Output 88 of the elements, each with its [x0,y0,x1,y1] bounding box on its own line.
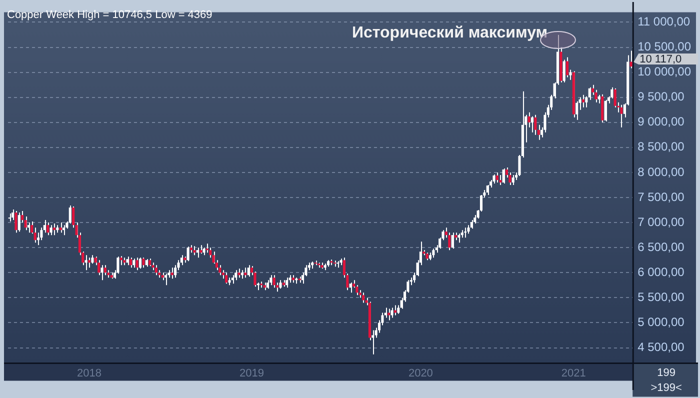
candlestick [372,330,374,355]
candlestick [154,264,158,276]
candlestick [209,247,212,258]
candlestick [464,227,467,238]
candlestick [14,210,18,234]
candlestick [180,254,183,266]
candlestick [458,233,460,244]
y-tick-label: 7 500,00 [638,190,685,204]
candlestick [496,172,498,183]
candlestick [84,254,88,271]
candlestick [238,268,240,278]
candlestick [569,69,572,80]
candlestick [492,174,496,184]
candlestick [512,174,514,186]
candlestick [18,212,20,232]
y-tick-label: 5 000,00 [638,315,685,330]
y-tick-label: 6 000,00 [638,264,685,279]
candlestick [272,274,276,288]
candlestick [244,267,247,278]
x-tick-label: 2019 [240,367,264,380]
y-tick-label: 10 000,00 [638,64,692,79]
y-tick-label: 8 500,00 [638,140,685,154]
y-tick-label: 5 500,00 [638,290,685,304]
candlestick [132,258,136,268]
candlestick [59,222,62,234]
y-tick-label: 9 000,00 [638,114,685,129]
text: 199 [657,366,676,379]
x-tick-label: 2021 [561,367,586,380]
candlestick [12,209,14,221]
candlestick [136,257,138,271]
y-tick-label: 9 500,00 [638,90,685,104]
candlestick [100,264,104,281]
candlestick [193,246,196,256]
candlestick [562,59,566,83]
candlestick [530,116,534,133]
candlestick [502,168,505,184]
y-tick-label: 11 000,00 [638,14,690,29]
y-tick-label: 6 500,00 [638,240,685,254]
candlestick [432,248,435,258]
candlestick [186,246,190,262]
candlestick [50,224,52,236]
candlestick [451,232,454,250]
candlestick [62,224,66,236]
candlestick [534,114,537,136]
y-tick-label: 10 500,00 [638,40,692,54]
candlestick [592,84,594,96]
y-tick-label: 7 000,00 [638,214,685,229]
candlestick [582,94,584,108]
candlestick [576,100,578,120]
y-tick-label: 8 000,00 [638,164,685,179]
candlestick [225,272,228,284]
candlestick [620,104,623,128]
candlestick [508,172,512,186]
candlestick [138,257,142,270]
candlestick [196,247,199,258]
candlestick [486,184,489,196]
candlestick [362,292,365,304]
candlestick [212,251,215,264]
candlestick [116,256,120,274]
candlestick [594,89,598,103]
text: 10 117,0 [640,54,682,66]
candlestick [349,282,352,294]
candlestick [68,205,72,224]
candlestick [604,99,607,122]
candlestick [98,260,100,276]
text: >199< [650,382,682,394]
candlestick [247,264,250,278]
candlestick [46,222,50,236]
y-tick-label: 4 500,00 [638,340,685,354]
x-tick-label: 2020 [408,367,433,380]
candlestick [27,222,30,234]
candlestick [270,274,272,286]
candlestick [286,277,288,288]
candlestick [40,227,43,241]
candlestick [234,270,238,281]
chart-title: Copper Week High = 10746,5 Low = 4369 [7,9,212,22]
annotation: Исторический максимум [352,24,548,42]
x-tick-label: 2018 [77,367,102,380]
candlestick [142,257,145,268]
candlestick [390,307,394,318]
candlestick [388,308,390,321]
candlestick [104,264,106,276]
candlestick [206,243,208,254]
candlestick [88,257,91,268]
candlestick [170,267,174,280]
candlestick [566,56,569,78]
candlestick [52,223,56,236]
candlestick [394,304,396,316]
